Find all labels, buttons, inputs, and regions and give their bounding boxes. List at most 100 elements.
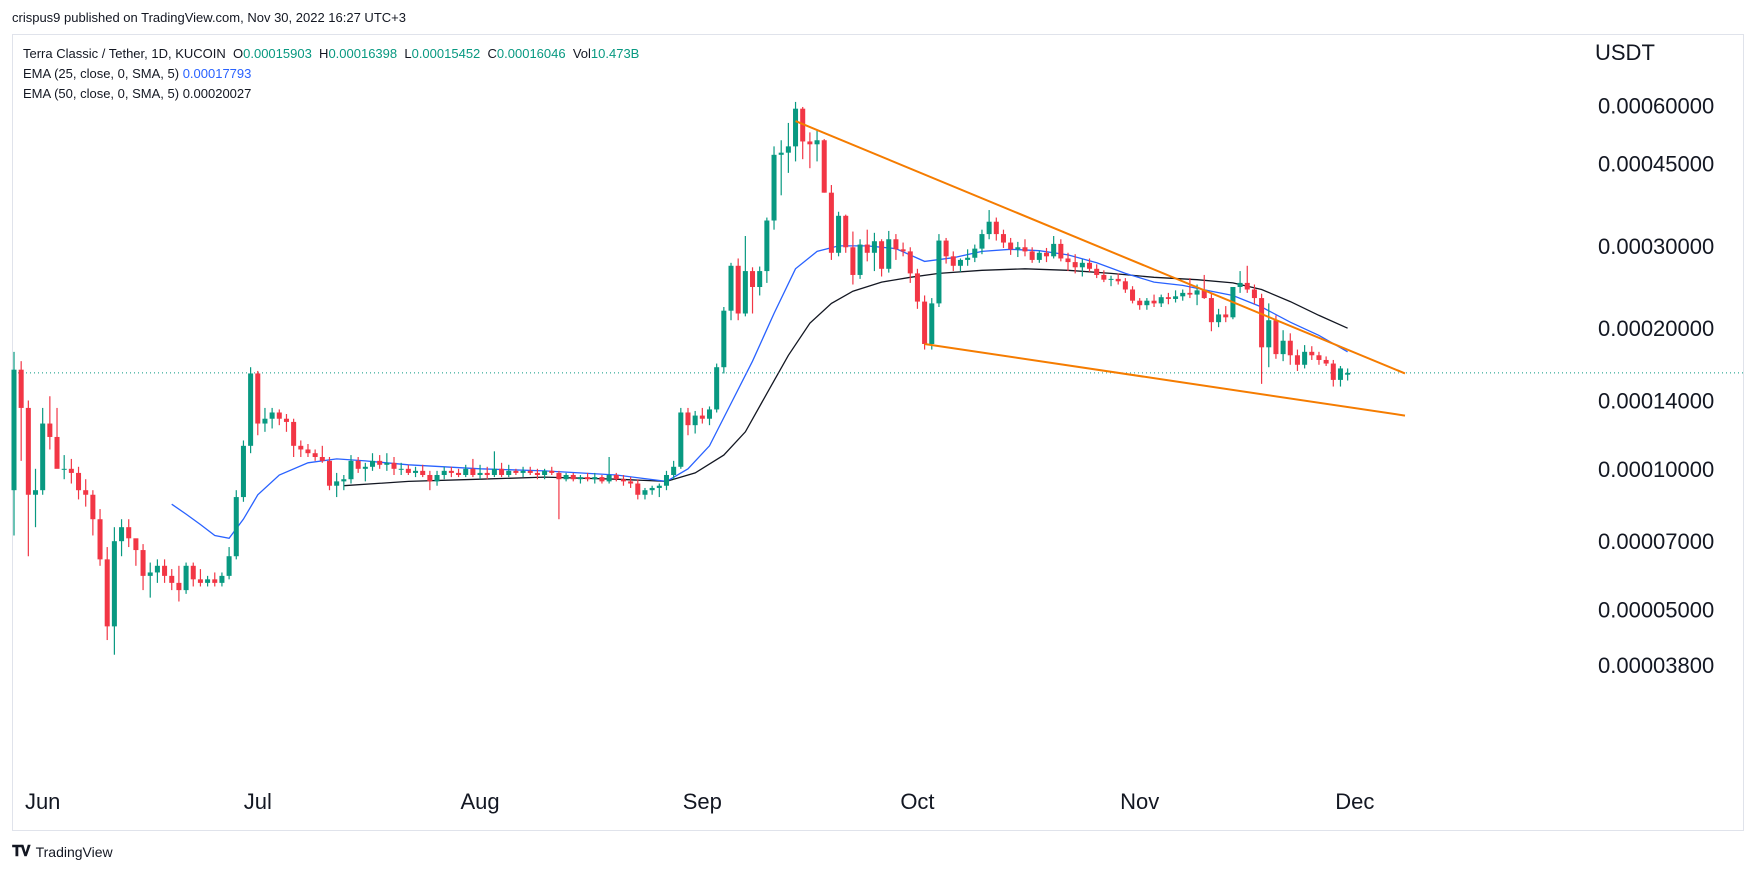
candle-body xyxy=(1130,289,1136,301)
open-value: 0.00015903 xyxy=(243,46,312,61)
candle xyxy=(334,472,340,498)
candle xyxy=(993,217,999,241)
candle xyxy=(800,106,806,160)
candle-body xyxy=(1194,290,1200,295)
candle-body xyxy=(319,456,325,461)
candle-body xyxy=(384,462,390,465)
candle xyxy=(649,485,655,495)
candle xyxy=(1208,293,1214,332)
candle-body xyxy=(11,369,17,491)
candle-body xyxy=(714,367,720,410)
candle-body xyxy=(1223,314,1229,318)
symbol-title[interactable]: Terra Classic / Tether, 1D, KUCOIN xyxy=(23,46,226,61)
candle-body xyxy=(197,579,203,583)
candle xyxy=(1173,290,1179,303)
trendline-lower xyxy=(924,343,1406,417)
candle-body xyxy=(513,470,519,473)
candle-body xyxy=(585,477,591,480)
candle xyxy=(979,229,985,255)
candle xyxy=(764,217,770,283)
candle xyxy=(377,455,383,469)
footer-brand[interactable]: TradingView xyxy=(35,843,113,860)
candle xyxy=(205,575,211,587)
candle xyxy=(1216,308,1222,328)
candle xyxy=(1287,333,1293,365)
candle-body xyxy=(140,550,146,576)
chart-legend: Terra Classic / Tether, 1D, KUCOIN O0.00… xyxy=(23,44,639,104)
candle xyxy=(40,407,46,495)
candle-body xyxy=(506,470,512,475)
price-tick-label: 0.00020000 xyxy=(1598,316,1714,341)
candle-body xyxy=(699,415,705,419)
date-tick-label: Jun xyxy=(25,789,60,814)
candle-body xyxy=(362,466,368,469)
candle-body xyxy=(255,373,261,424)
candle xyxy=(778,140,784,196)
candle xyxy=(255,370,261,436)
candle xyxy=(54,407,60,469)
price-tick-label: 0.00007000 xyxy=(1598,529,1714,554)
candle-body xyxy=(542,470,548,475)
candle xyxy=(434,470,440,486)
candle-body xyxy=(750,271,756,288)
candle xyxy=(793,101,799,162)
tradingview-logo-icon[interactable]: 𝐓𝐕 xyxy=(12,843,31,860)
candle xyxy=(362,462,368,482)
candle-body xyxy=(520,470,526,473)
candle xyxy=(893,234,899,260)
candle-body xyxy=(1158,297,1164,304)
candle xyxy=(900,242,906,257)
candle-body xyxy=(97,519,103,560)
candle xyxy=(147,562,153,598)
trendline-upper xyxy=(795,120,1406,375)
candle xyxy=(663,470,669,491)
candle xyxy=(1180,289,1186,301)
candle xyxy=(119,519,125,557)
candle-body xyxy=(1273,320,1279,355)
ema25-row[interactable]: EMA (25, close, 0, SMA, 5) 0.00017793 xyxy=(23,64,639,84)
candle-body xyxy=(771,154,777,221)
candle-body xyxy=(1302,351,1308,365)
candle-body xyxy=(491,468,497,475)
candle xyxy=(957,258,963,272)
candle-body xyxy=(441,470,447,475)
candle xyxy=(871,232,877,272)
candle-body xyxy=(1072,262,1078,268)
volume-value: 10.473B xyxy=(590,46,640,61)
candle-body xyxy=(570,474,576,480)
candle xyxy=(1072,254,1078,274)
candle-body xyxy=(649,487,655,491)
candle xyxy=(1316,351,1322,365)
candle xyxy=(1280,330,1286,362)
candle-body xyxy=(936,240,942,304)
close-value: 0.00016046 xyxy=(496,46,566,61)
candle xyxy=(828,185,834,260)
candle xyxy=(97,509,103,566)
candle xyxy=(1029,247,1035,263)
date-tick-label: Nov xyxy=(1120,789,1159,814)
high-label: H xyxy=(319,46,329,61)
candle-body xyxy=(420,470,426,475)
candle xyxy=(11,351,17,536)
candle xyxy=(850,231,856,285)
ema25-line xyxy=(171,245,1348,540)
candle-body xyxy=(965,257,971,260)
candle-body xyxy=(972,248,978,258)
price-tick-label: 0.00003800 xyxy=(1598,653,1714,678)
candle xyxy=(140,544,146,591)
candle xyxy=(1251,284,1257,305)
candle-body xyxy=(1330,363,1336,380)
candle xyxy=(714,363,720,413)
candle-body xyxy=(312,453,318,457)
candle-body xyxy=(527,470,533,473)
candle-body xyxy=(326,460,332,486)
ema50-row[interactable]: EMA (50, close, 0, SMA, 5) 0.00020027 xyxy=(23,84,639,104)
candle-body xyxy=(993,221,999,235)
candle xyxy=(162,559,168,583)
candle xyxy=(506,464,512,478)
candle xyxy=(420,464,426,478)
candle-body xyxy=(477,472,483,475)
candle-body xyxy=(1345,372,1351,375)
candle-body xyxy=(914,273,920,302)
